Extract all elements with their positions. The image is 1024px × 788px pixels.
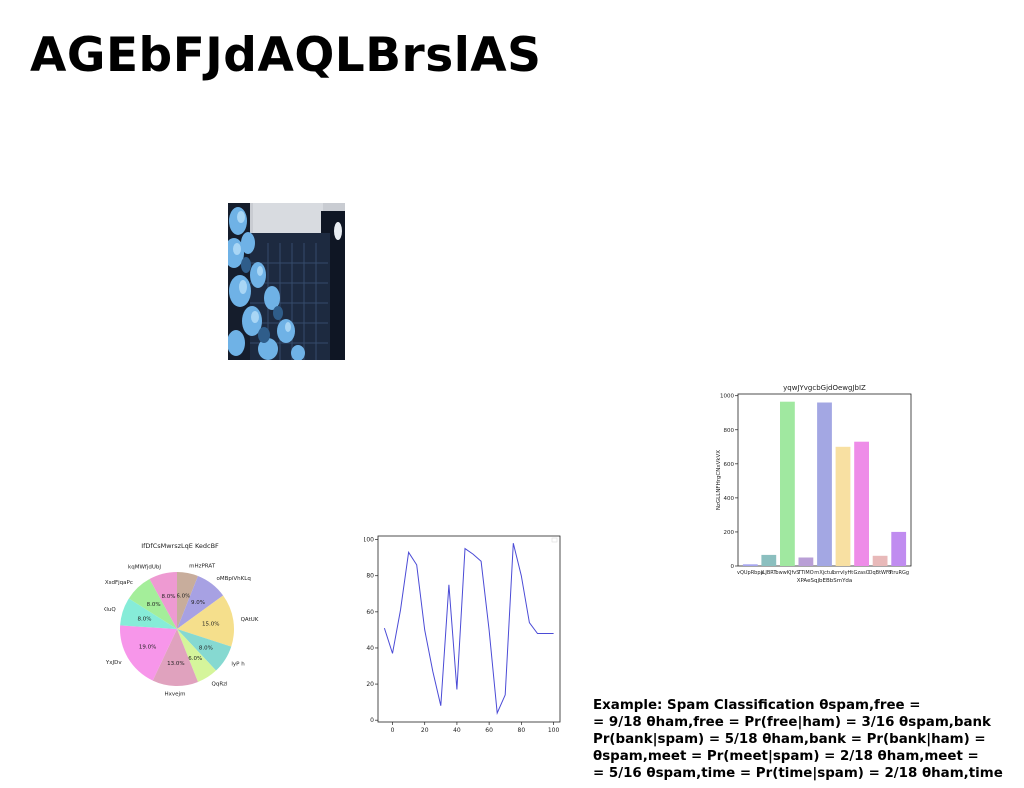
body-line: Pr(bank|spam) = 5/18 θham,bank = Pr(bank… [593,732,986,747]
pie-pct-label: 8.0% [147,602,161,608]
pie-pct-label: 19.0% [139,644,156,650]
photo-image [228,203,345,360]
bar [761,554,777,566]
pie-slice [177,629,217,682]
pie-pct-label: 8.0% [138,616,152,622]
pie-pct-label: 6.0% [176,593,190,599]
line-chart: 0 20 40 60 80 100 0 20 40 60 80 100 [364,533,562,737]
bar-y-tick-label: 1000 [720,394,734,400]
line-y-tick-label: 0 [370,717,374,724]
line-x-tick-label: 80 [518,727,526,734]
pie-category-label: Hxvejm [165,691,186,697]
body-line: Example: Spam Classification θspam,free … [593,698,921,713]
bar-y-axis-label: NzGLLNFHrgCNxVkVX [716,450,722,510]
body-text: Example: Spam Classification θspam,free … [593,697,1024,782]
line-y-tick-label: 20 [366,681,374,688]
pie-slice [152,629,198,687]
body-line: = 5/16 θspam,time = Pr(time|spam) = 2/18… [593,766,1003,781]
bar-chart: yqwJYvgcbGjdOewgJbIZ 0 200 400 600 800 1000 vQU… [712,380,916,590]
line-y-tick-label: 40 [366,645,374,652]
pie-pct-label: 15.0% [202,622,219,628]
pie-pct-label: 9.0% [191,600,205,606]
bar-x-tick-label: TTiMO [797,570,814,576]
line-x-tick-label: 40 [453,727,461,734]
pie-slice [128,579,177,629]
bar-x-axis-label: XPAeSqjbEBbSmYda [797,578,853,584]
line-legend-box [551,537,558,543]
bar-x-tick-label: otruRGg [888,570,909,576]
bar-x-tick-label: vQUpRbpa [737,570,764,576]
bar [854,441,869,566]
bar [817,402,832,566]
line-y-tick-label: 100 [364,537,374,544]
pie-title: IfDfCsMwrszLqE KedcBF [141,542,219,550]
line-x-tick-label: 20 [421,727,429,734]
bar-x-tick-label: OqBtWFT [869,570,893,576]
line-y-tick-label: 60 [366,609,374,616]
bar-x-tick-label: bwwKJfvS [775,570,799,576]
bar-y-tick-label: 0 [731,564,735,570]
pie-slice [177,595,234,647]
line-chart-svg: 0 20 40 60 80 100 0 20 40 60 80 100 [364,535,561,734]
photo-graphic [228,203,345,360]
bar [835,446,851,566]
bar [891,531,907,566]
pie-chart-svg: IfDfCsMwrszLqE KedcBF 6.0% mHzPRAT 9.0% oMBp… [104,542,259,697]
pie-category-label: YxJDv [105,660,122,666]
bar [780,401,795,566]
body-line: = 9/18 θham,free = Pr(free|ham) = 3/16 θ… [593,715,991,730]
line-series [383,543,554,715]
pie-slice [177,576,224,629]
bar-x-tick-label: GzasO [854,570,870,576]
pie-chart: IfDfCsMwrszLqE KedcBF 6.0% mHzPRAT 9.0% oMBp… [104,532,264,724]
bar [798,557,814,566]
pie-slice [149,572,177,629]
pie-slice [120,598,177,629]
pie-category-label: XsdFjqaPc [105,580,133,586]
pie-slice [177,572,198,629]
slide-title: AGEbFJdAQLBrslAS [30,28,542,83]
pie-pct-label: 8.0% [162,594,176,600]
line-plot-frame [377,535,561,723]
bar-y-tick-label: 200 [724,530,735,536]
bar-y-tick-label: 800 [724,428,735,434]
bar-x-tick-label: hrrvIyHt [833,570,853,576]
pie-category-label: QqRzl [212,681,229,687]
pie-category-label: oMBpiVhKLq [217,576,251,582]
pie-category-label: mHzPRAT [189,564,216,570]
pie-pct-label: 6.0% [188,656,202,662]
line-y-tick-label: 80 [366,573,374,580]
bar-title: yqwJYvgcbGjdOewgJbIZ [783,384,866,392]
pie-category-label: QAtUK [241,617,259,623]
bar-y-tick-label: 600 [724,462,735,468]
bar-y-tick-label: 400 [724,496,735,502]
body-line: θspam,meet = Pr(meet|spam) = 2/18 θham,m… [593,749,979,764]
pie-category-label: lyP h [231,662,245,668]
pie-category-label: NpgKluQ [104,607,116,613]
bar [872,555,888,566]
bar-chart-svg: yqwJYvgcbGjdOewgJbIZ 0 200 400 600 800 1000 vQU… [716,384,912,584]
bar [742,564,758,566]
line-x-tick-label: 100 [548,727,560,734]
bar-x-tick-label: rnXjctuL [814,570,835,576]
pie-slice [119,625,177,681]
line-x-tick-label: 60 [485,727,493,734]
pie-pct-label: 13.0% [167,661,184,667]
pie-pct-label: 8.0% [199,645,213,651]
pie-slice [177,629,232,671]
pie-category-label: kqMWfjdUbJ [128,565,161,571]
line-x-tick-label: 0 [391,727,395,734]
bar-x-tick-label: JLJBRT [760,570,777,576]
